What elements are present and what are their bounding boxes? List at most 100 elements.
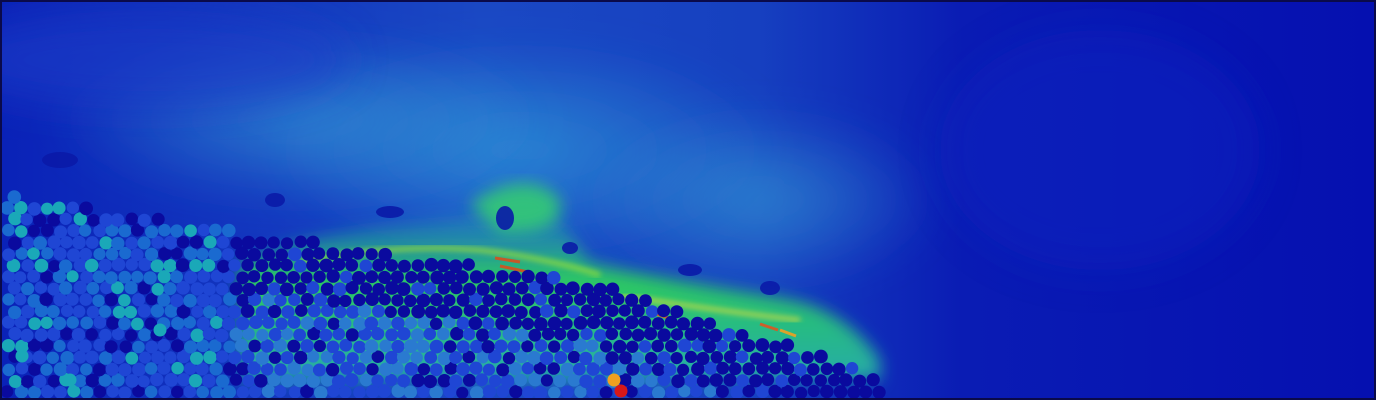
particle	[111, 257, 126, 272]
particle	[696, 351, 710, 366]
particle	[788, 373, 801, 386]
particle	[164, 351, 177, 364]
particle	[255, 259, 269, 273]
particle	[313, 316, 328, 331]
particle	[300, 384, 314, 399]
particle	[586, 362, 600, 376]
particle	[188, 374, 203, 388]
particle	[216, 350, 229, 363]
particle	[801, 351, 814, 364]
particle	[449, 351, 463, 364]
particle	[456, 386, 469, 399]
particle	[124, 329, 138, 342]
particle	[274, 363, 287, 376]
particle	[554, 304, 568, 318]
particle	[657, 304, 671, 318]
particle	[359, 373, 373, 387]
particle	[223, 362, 237, 376]
particle	[585, 339, 599, 353]
particle	[539, 304, 554, 318]
particle	[20, 213, 33, 226]
particle	[85, 373, 100, 388]
particle	[71, 328, 86, 342]
particle	[46, 351, 59, 364]
particle	[234, 338, 249, 353]
particle	[47, 374, 61, 388]
particle	[450, 326, 464, 341]
particle	[528, 328, 542, 342]
particle	[131, 293, 146, 307]
particle	[236, 316, 250, 331]
particle	[554, 327, 567, 341]
particle	[405, 271, 418, 284]
particle	[230, 236, 243, 250]
particle	[657, 328, 671, 342]
particle	[209, 362, 223, 376]
particle	[27, 294, 42, 308]
particle	[320, 304, 334, 317]
particle	[40, 270, 54, 284]
particle	[255, 351, 270, 365]
particle	[112, 305, 126, 319]
particle	[48, 260, 61, 273]
particle	[780, 384, 794, 399]
particle	[442, 270, 457, 285]
particle	[105, 247, 119, 261]
particle	[21, 282, 35, 296]
particle	[196, 385, 209, 399]
particle	[470, 339, 484, 354]
particle	[443, 340, 457, 353]
particle	[573, 362, 586, 376]
particle	[254, 281, 269, 295]
particle	[469, 361, 483, 375]
particle	[489, 281, 504, 295]
particle	[345, 328, 359, 342]
particle	[749, 352, 763, 365]
particle	[53, 247, 67, 261]
particle	[533, 386, 548, 400]
particle	[788, 351, 801, 365]
particle	[267, 282, 281, 296]
particle	[222, 223, 236, 238]
particle	[99, 328, 112, 342]
particle	[229, 373, 243, 386]
particle	[183, 293, 197, 308]
particle	[67, 384, 81, 398]
particle	[262, 293, 276, 307]
particle	[651, 317, 665, 330]
particle	[300, 316, 315, 330]
particle	[488, 349, 502, 364]
particle	[27, 338, 41, 352]
particle	[104, 292, 119, 307]
particle	[742, 362, 756, 376]
particle	[110, 213, 125, 227]
particle	[66, 270, 79, 283]
particle	[222, 270, 235, 284]
particle	[463, 282, 476, 296]
particle	[332, 327, 346, 341]
particle	[247, 361, 261, 375]
particle	[150, 304, 165, 318]
particle	[267, 372, 281, 387]
particle	[599, 361, 614, 376]
particle	[280, 327, 294, 340]
particle	[436, 327, 450, 341]
particle	[417, 363, 431, 376]
particle	[86, 305, 100, 319]
particle	[618, 351, 633, 365]
particle	[606, 304, 619, 317]
particle	[352, 271, 366, 285]
particle	[411, 282, 425, 296]
particle	[255, 305, 269, 319]
particle	[73, 350, 87, 364]
particle	[85, 350, 99, 364]
particle	[541, 327, 555, 341]
particle	[429, 317, 443, 330]
particle	[293, 259, 307, 273]
particle	[574, 385, 587, 399]
particle	[34, 328, 48, 342]
particle	[217, 259, 230, 273]
particle	[638, 315, 652, 329]
particle	[579, 374, 593, 389]
particle	[132, 340, 145, 354]
